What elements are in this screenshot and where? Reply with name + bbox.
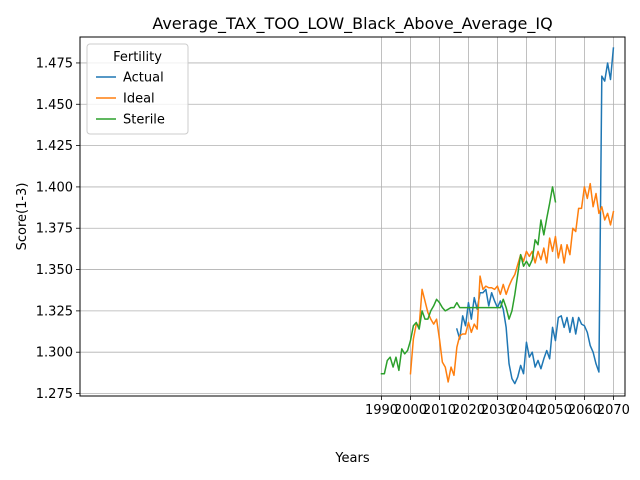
- y-axis-label: Score(1-3): [15, 183, 30, 251]
- y-tick-label: 1.400: [36, 180, 73, 195]
- series-line-ideal: [409, 182, 615, 383]
- legend-label-ideal: Ideal: [123, 92, 155, 107]
- axes-frame: [79, 36, 626, 397]
- series-lines: [380, 47, 615, 385]
- legend: Fertility Actual Ideal Sterile: [86, 43, 189, 135]
- y-tick-label: 1.350: [36, 263, 73, 278]
- x-axis-label: Years: [334, 451, 370, 466]
- x-tick-label: 1990: [365, 403, 398, 418]
- legend-box: [86, 43, 189, 135]
- y-tick-label: 1.475: [36, 56, 73, 71]
- x-tick-label: 2030: [481, 403, 514, 418]
- gridlines: [80, 37, 625, 396]
- y-tick-label: 1.325: [36, 304, 73, 319]
- x-tick-label: 2020: [452, 403, 485, 418]
- chart-title: Average_TAX_TOO_LOW_Black_Above_Average_…: [152, 14, 552, 34]
- y-tick-label: 1.375: [36, 222, 73, 237]
- series-line-actual: [455, 47, 615, 385]
- legend-title: Fertility: [113, 50, 162, 65]
- y-tick-label: 1.450: [36, 98, 73, 113]
- legend-items: Actual Ideal Sterile: [96, 71, 165, 128]
- x-tick-label: 2070: [597, 403, 630, 418]
- series-line-sterile: [380, 186, 557, 375]
- x-tick-label: 2010: [423, 403, 456, 418]
- x-tick-label: 2050: [539, 403, 572, 418]
- y-tick-label: 1.275: [36, 387, 73, 402]
- x-tick-label: 2060: [568, 403, 601, 418]
- legend-label-sterile: Sterile: [123, 113, 165, 128]
- x-tick-label: 2040: [510, 403, 543, 418]
- y-axis-ticks: 1.275 1.300 1.325 1.350 1.375 1.400 1.425 1.450…: [36, 56, 80, 402]
- y-tick-label: 1.300: [36, 346, 73, 361]
- legend-label-actual: Actual: [123, 71, 164, 86]
- y-tick-label: 1.425: [36, 139, 73, 154]
- x-tick-label: 2000: [394, 403, 427, 418]
